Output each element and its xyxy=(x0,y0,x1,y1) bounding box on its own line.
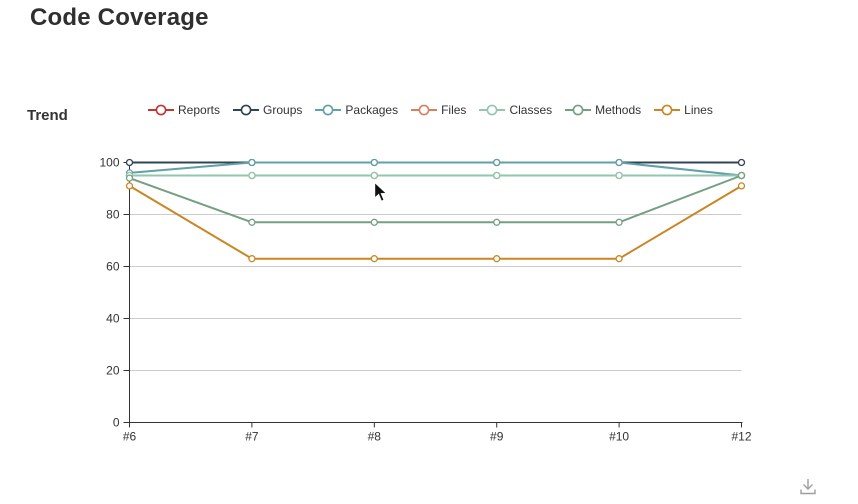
legend-item-lines[interactable]: Lines xyxy=(654,103,713,117)
data-point-methods xyxy=(125,174,134,182)
legend-marker-icon xyxy=(479,104,506,116)
x-axis-tick-label: #12 xyxy=(731,430,751,444)
y-axis-tick-label: 100 xyxy=(99,156,119,170)
legend-label: Methods xyxy=(595,103,642,117)
legend-marker-icon xyxy=(148,104,174,116)
data-point-groups xyxy=(737,158,746,167)
data-point-methods xyxy=(615,218,623,226)
legend-marker-icon xyxy=(654,104,681,116)
data-point-lines xyxy=(370,255,378,263)
legend-item-groups[interactable]: Groups xyxy=(233,103,302,117)
chart-legend: Reports Groups Packages Files Classes Methods… xyxy=(148,103,713,117)
legend-label: Files xyxy=(441,103,467,117)
data-point-methods xyxy=(370,218,378,226)
data-point-classes xyxy=(370,171,378,180)
legend-label: Groups xyxy=(263,103,303,117)
download-icon xyxy=(800,479,816,495)
data-point-lines xyxy=(248,255,256,263)
legend-item-reports[interactable]: Reports xyxy=(148,103,220,117)
legend-label: Lines xyxy=(684,103,713,117)
legend-item-methods[interactable]: Methods xyxy=(565,103,641,117)
trend-title: Trend xyxy=(27,107,68,124)
data-point-packages xyxy=(615,158,623,167)
legend-marker-icon xyxy=(411,104,438,116)
legend-item-packages[interactable]: Packages xyxy=(315,103,398,117)
y-axis-tick-label: 0 xyxy=(113,416,120,430)
data-point-packages xyxy=(248,158,256,167)
series-line-methods xyxy=(129,174,742,224)
data-point-groups xyxy=(125,158,134,167)
download-button[interactable] xyxy=(797,476,819,498)
x-axis-tick-label: #9 xyxy=(490,430,504,444)
x-axis-tick-label: #8 xyxy=(368,430,382,444)
data-point-packages xyxy=(370,158,378,167)
x-axis-tick-label: #10 xyxy=(609,430,629,444)
y-axis-tick-label: 60 xyxy=(106,260,120,274)
data-point-classes xyxy=(615,171,623,180)
x-axis-tick-label: #6 xyxy=(123,430,137,444)
y-axis-tick-label: 40 xyxy=(106,312,120,326)
data-point-lines xyxy=(125,182,134,190)
legend-label: Packages xyxy=(345,103,399,117)
legend-item-files[interactable]: Files xyxy=(411,103,466,117)
data-point-methods xyxy=(493,218,501,226)
y-axis-tick-label: 20 xyxy=(106,364,120,378)
series-line-lines xyxy=(128,185,743,260)
data-point-packages xyxy=(493,158,501,167)
data-point-lines xyxy=(493,255,501,263)
data-point-methods xyxy=(737,171,746,180)
legend-item-classes[interactable]: Classes xyxy=(479,103,552,117)
data-point-classes xyxy=(493,171,501,180)
data-point-lines xyxy=(737,182,746,190)
x-axis-tick-label: #7 xyxy=(245,430,259,444)
data-point-lines xyxy=(615,255,623,263)
data-point-classes xyxy=(248,171,256,180)
legend-marker-icon xyxy=(565,104,592,116)
page-title: Code Coverage xyxy=(30,4,209,31)
data-point-methods xyxy=(248,218,256,226)
legend-marker-icon xyxy=(315,104,342,116)
legend-label: Classes xyxy=(509,103,553,117)
y-axis-tick-label: 80 xyxy=(106,208,120,222)
legend-marker-icon xyxy=(233,104,260,116)
series-line-packages xyxy=(129,161,742,177)
legend-label: Reports xyxy=(178,103,221,117)
